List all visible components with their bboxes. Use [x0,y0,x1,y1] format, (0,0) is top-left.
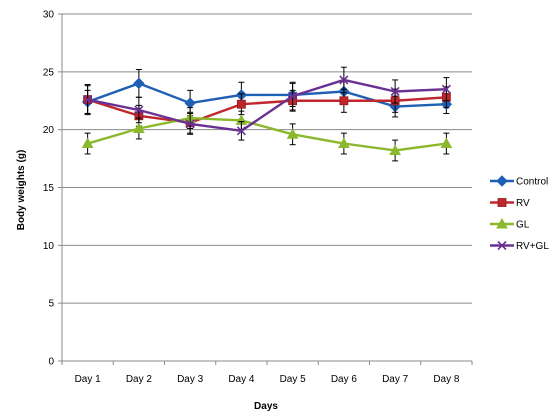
x-axis-title: Days [254,401,278,412]
x-tick-label: Day 7 [382,374,409,385]
legend: Control RV GL RV+GL [490,175,549,252]
series-line [87,116,447,152]
data-point-stroke [497,240,507,251]
x-tick-label: Day 4 [228,374,255,385]
legend-label: RV [516,198,530,209]
data-point-stroke [288,91,298,101]
legend-item: RV [490,198,530,209]
axes [58,13,473,365]
data-point-stroke [339,75,349,85]
gridlines [62,13,472,304]
data-point [133,122,145,134]
data-point [441,84,451,94]
data-point [236,126,246,136]
data-point [497,240,507,251]
data-point [390,86,400,97]
data-point [236,99,246,109]
data-point-stroke [441,84,451,94]
data-point [134,105,144,115]
x-tick-label: Day 3 [177,374,204,385]
legend-label: GL [516,220,530,231]
data-point [339,96,349,106]
data-point [286,128,299,139]
data-point [496,175,508,187]
data-point [288,91,298,101]
legend-label: Control [516,177,548,188]
data-point [185,119,195,129]
data-point [338,137,350,149]
data-point-stroke [134,105,144,115]
legend-item: RV+GL [490,240,549,252]
x-tick-label: Day 5 [280,374,307,385]
series-rv-gl [83,66,451,141]
data-point [81,137,94,149]
y-tick-label: 0 [48,357,54,368]
y-axis-title: Body weights (g) [16,150,27,231]
series-line [87,78,447,133]
x-tick-labels: Day 1 Day 2 Day 3 Day 4 Day 5 Day 6 Day 7 Day 8 [75,374,460,385]
data-point [389,144,401,155]
y-tick-label: 5 [48,299,54,310]
y-tick-label: 30 [43,10,55,21]
legend-label: RV+GL [516,241,549,252]
y-tick-labels: 0 5 10 15 20 25 30 [43,10,55,368]
data-point [83,95,93,105]
legend-item: GL [490,217,530,231]
x-tick-label: Day 6 [331,374,358,385]
x-tick-label: Day 1 [75,374,102,385]
data-point [496,217,508,229]
x-tick-label: Day 8 [433,374,460,385]
data-point [497,198,507,207]
data-point-stroke [83,95,93,105]
y-tick-label: 25 [43,67,55,78]
y-tick-label: 10 [43,241,55,252]
data-point [339,75,349,85]
data-point-stroke [185,119,195,129]
series-line [87,96,447,124]
series-line [87,82,447,108]
series-layer [81,66,453,162]
y-tick-label: 15 [43,183,55,194]
x-tick-label: Day 2 [126,374,153,385]
legend-item: Control [490,175,548,188]
data-point-stroke [236,126,246,136]
y-tick-label: 20 [43,125,55,136]
data-point [440,137,453,149]
data-point-stroke [390,86,400,97]
data-point [184,97,196,109]
data-point [133,77,145,90]
